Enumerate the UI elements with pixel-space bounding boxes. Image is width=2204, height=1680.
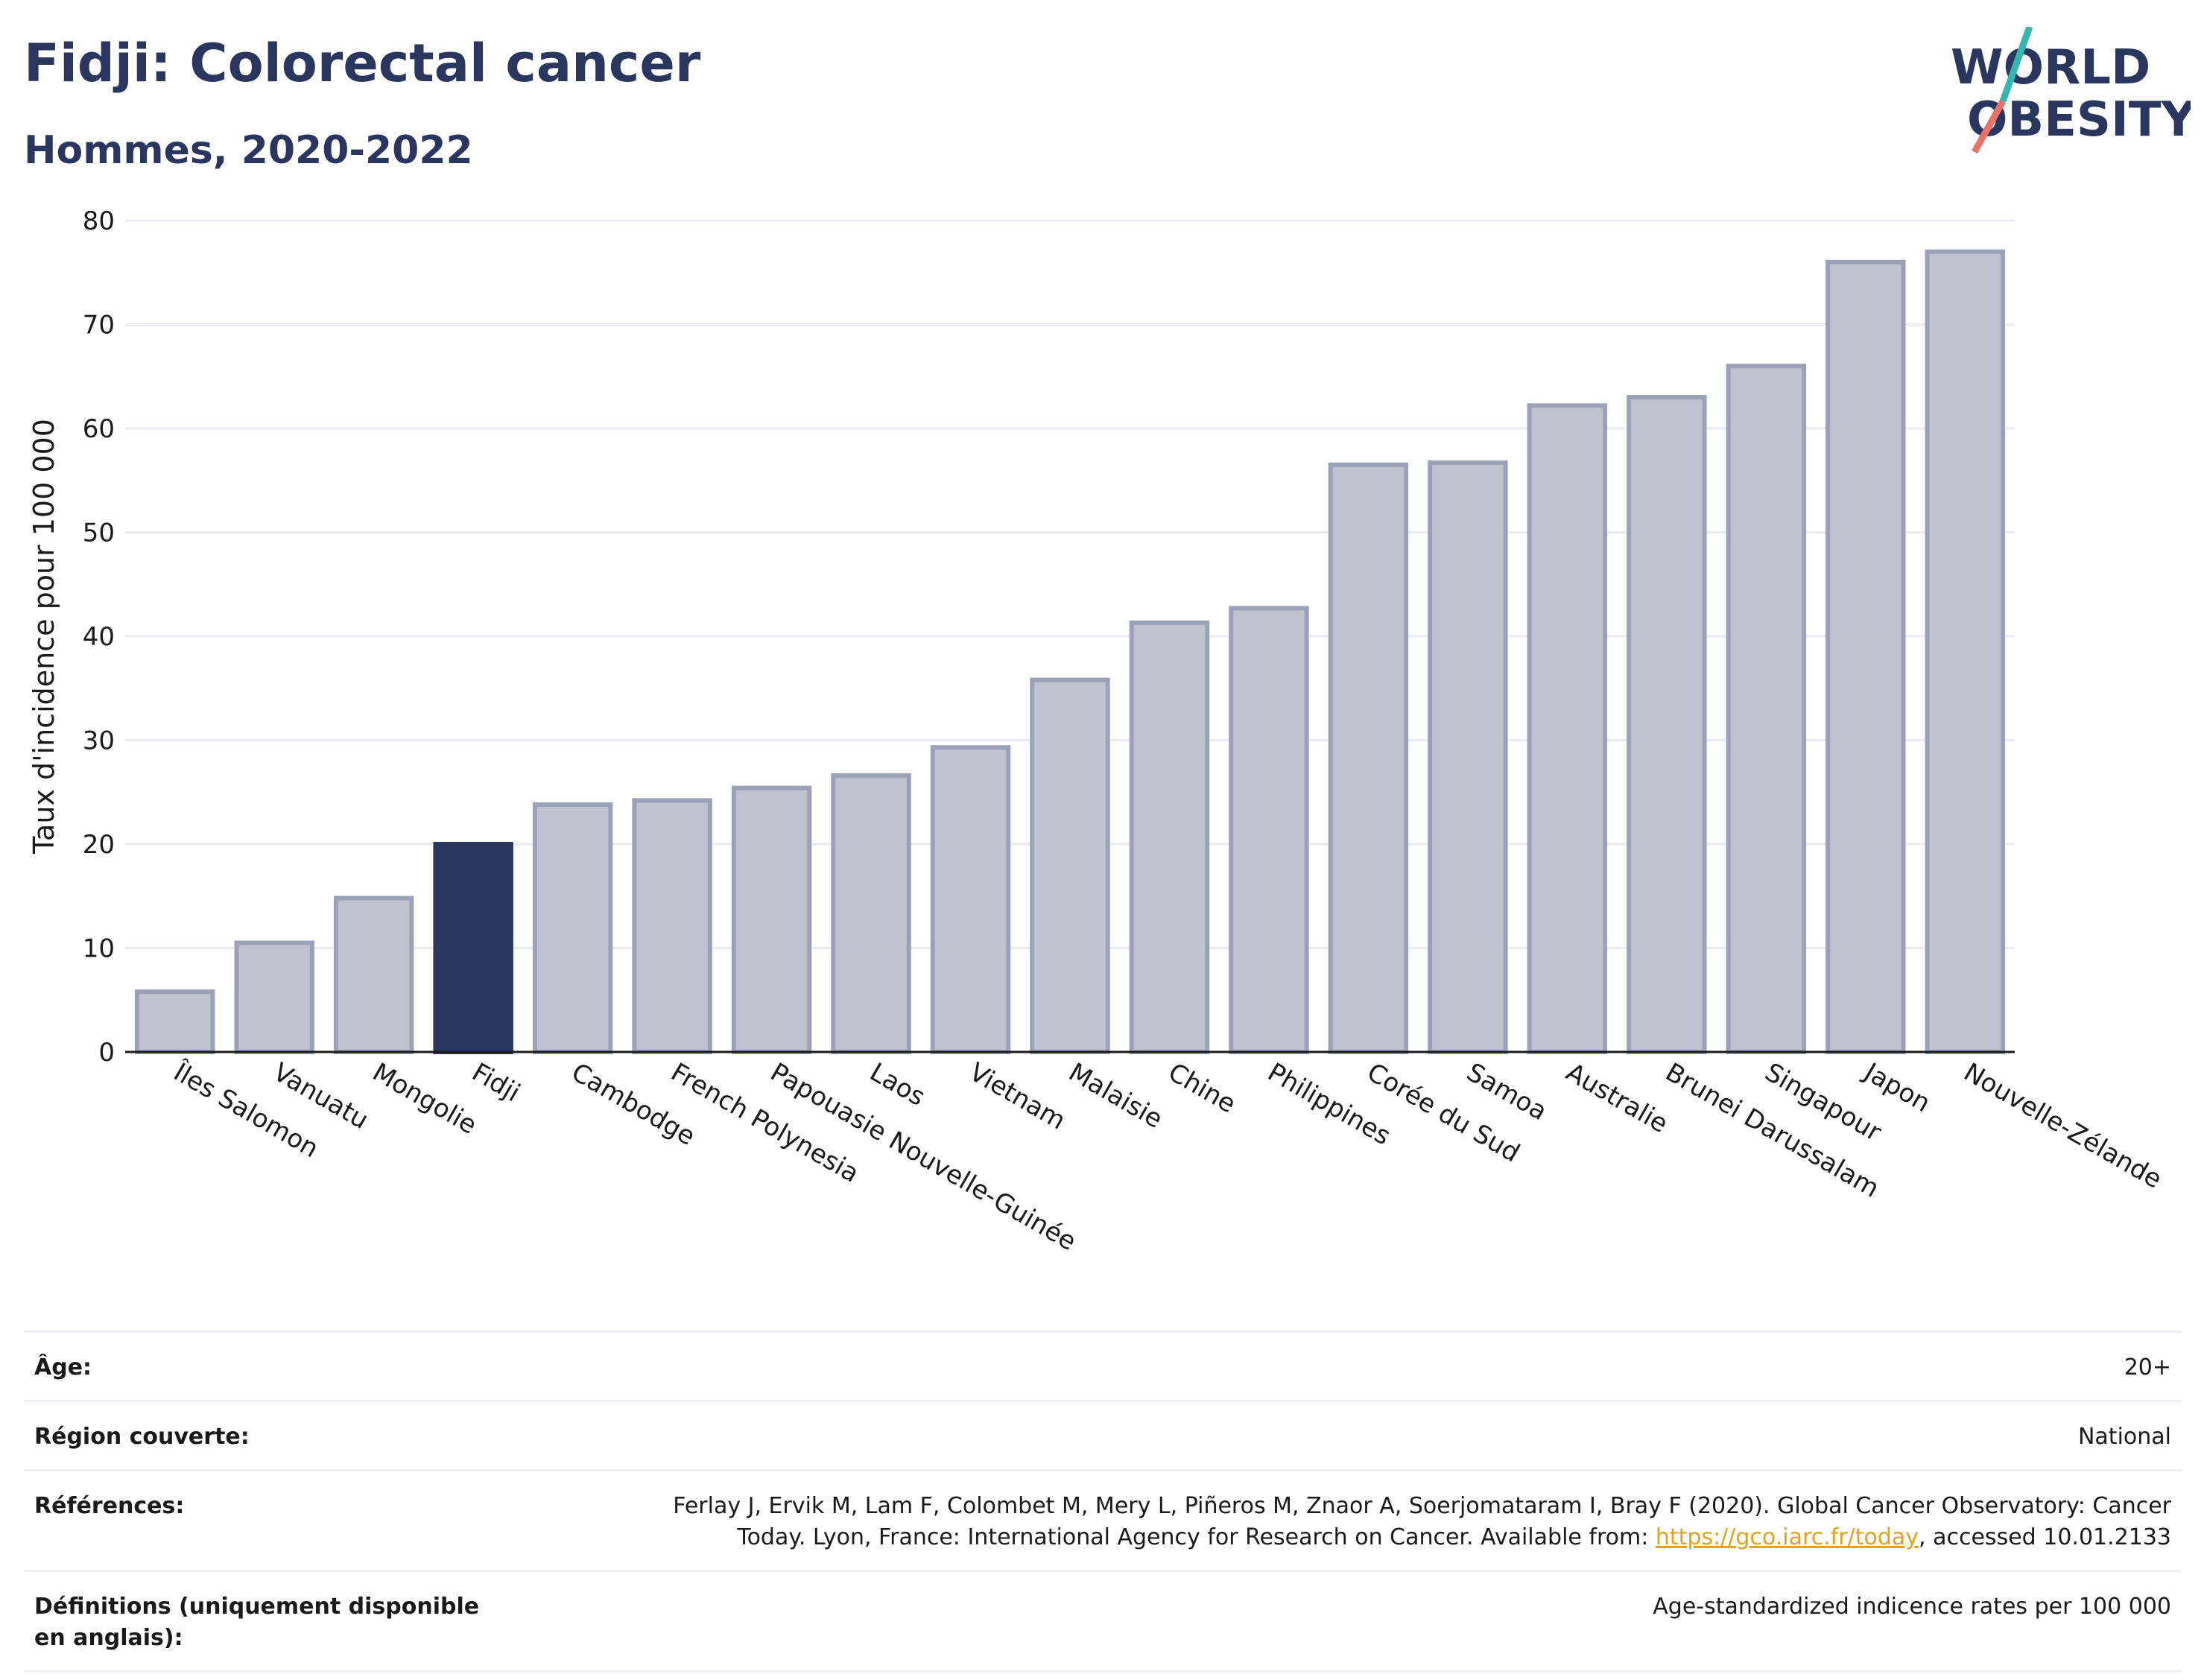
bar — [1428, 460, 1508, 1054]
y-tick-label: 60 — [83, 414, 115, 444]
reference-accessed: , accessed 10.01.2133 — [1919, 1524, 2171, 1550]
meta-row-definitions: Définitions (uniquement disponible en an… — [24, 1570, 2182, 1673]
reference-text: Ferlay J, Ervik M, Lam F, Colombet M, Me… — [673, 1493, 2171, 1550]
bar — [731, 785, 812, 1055]
meta-value: Ferlay J, Ervik M, Lam F, Colombet M, Me… — [607, 1491, 2171, 1553]
bar — [135, 989, 215, 1054]
bar — [1229, 606, 1309, 1054]
y-tick-label: 70 — [83, 311, 115, 340]
chart-title: Fidji: Colorectal cancer — [24, 33, 701, 94]
y-tick-label: 50 — [83, 519, 115, 548]
bar — [1726, 364, 1807, 1054]
x-tick-label: Nouvelle-Zélande — [1959, 1057, 2167, 1194]
bar — [632, 798, 712, 1055]
bar — [433, 842, 513, 1054]
bar — [1925, 249, 2005, 1055]
x-tick-label: Australie — [1561, 1057, 1673, 1139]
logo-text-world: WORLD — [1951, 40, 2150, 95]
meta-key: Région couverte: — [34, 1424, 250, 1450]
logo-slash-top — [1999, 27, 2033, 103]
y-tick-label: 40 — [83, 622, 115, 652]
bars — [135, 249, 2005, 1055]
bar — [1328, 462, 1409, 1054]
chart-subtitle: Hommes, 2020-2022 — [24, 128, 473, 173]
bar — [234, 940, 314, 1055]
bar — [1527, 403, 1608, 1054]
bar — [532, 802, 613, 1054]
bar-chart: 0 10 20 30 40 50 60 70 80 Îles SalomonVanuatuMon… — [28, 206, 2167, 1257]
reference-link[interactable]: https://gco.iarc.fr/today — [1655, 1524, 1919, 1550]
x-tick-label: Mongolie — [367, 1057, 481, 1141]
meta-row-references: Références: Ferlay J, Ervik M, Lam F, Co… — [24, 1469, 2182, 1570]
x-tick-label: Japon — [1858, 1056, 1936, 1118]
meta-value: Age-standardized indicence rates per 100… — [1653, 1594, 2171, 1620]
meta-key: Références: — [34, 1493, 185, 1519]
bar — [1627, 395, 1707, 1054]
bar — [1129, 620, 1210, 1054]
y-tick-label: 0 — [98, 1038, 115, 1068]
x-tick-label: Vietnam — [964, 1057, 1071, 1136]
y-tick-label: 80 — [83, 206, 115, 236]
bar — [930, 745, 1011, 1054]
bar — [1825, 259, 1906, 1054]
bar — [831, 773, 911, 1055]
metadata-table: Âge: 20+ Région couverte: National Référ… — [24, 1331, 2182, 1673]
x-tick-label: Laos — [865, 1057, 931, 1112]
bar — [1030, 677, 1110, 1055]
y-tick-label: 20 — [83, 830, 115, 860]
x-tick-label: Fidji — [467, 1057, 525, 1108]
meta-key: Définitions (uniquement disponible en an… — [34, 1594, 480, 1651]
bar — [333, 896, 414, 1055]
meta-value: National — [2077, 1424, 2171, 1450]
y-tick-label: 30 — [83, 726, 115, 756]
meta-row-age: Âge: 20+ — [24, 1331, 2182, 1400]
logo-slash-bottom — [1972, 99, 2006, 154]
y-axis-label: Taux d'incidence pour 100 000 — [28, 419, 60, 855]
meta-key: Âge: — [34, 1354, 92, 1381]
y-tick-label: 10 — [83, 934, 115, 964]
meta-row-region: Région couverte: National — [24, 1400, 2182, 1469]
world-obesity-logo: WORLD OBESITY — [1951, 27, 2191, 154]
x-tick-label: Malaisie — [1064, 1057, 1168, 1135]
y-tick-labels: 0 10 20 30 40 50 60 70 80 — [83, 206, 115, 1068]
meta-value: 20+ — [2124, 1354, 2171, 1381]
x-tick-label: Chine — [1163, 1057, 1241, 1119]
